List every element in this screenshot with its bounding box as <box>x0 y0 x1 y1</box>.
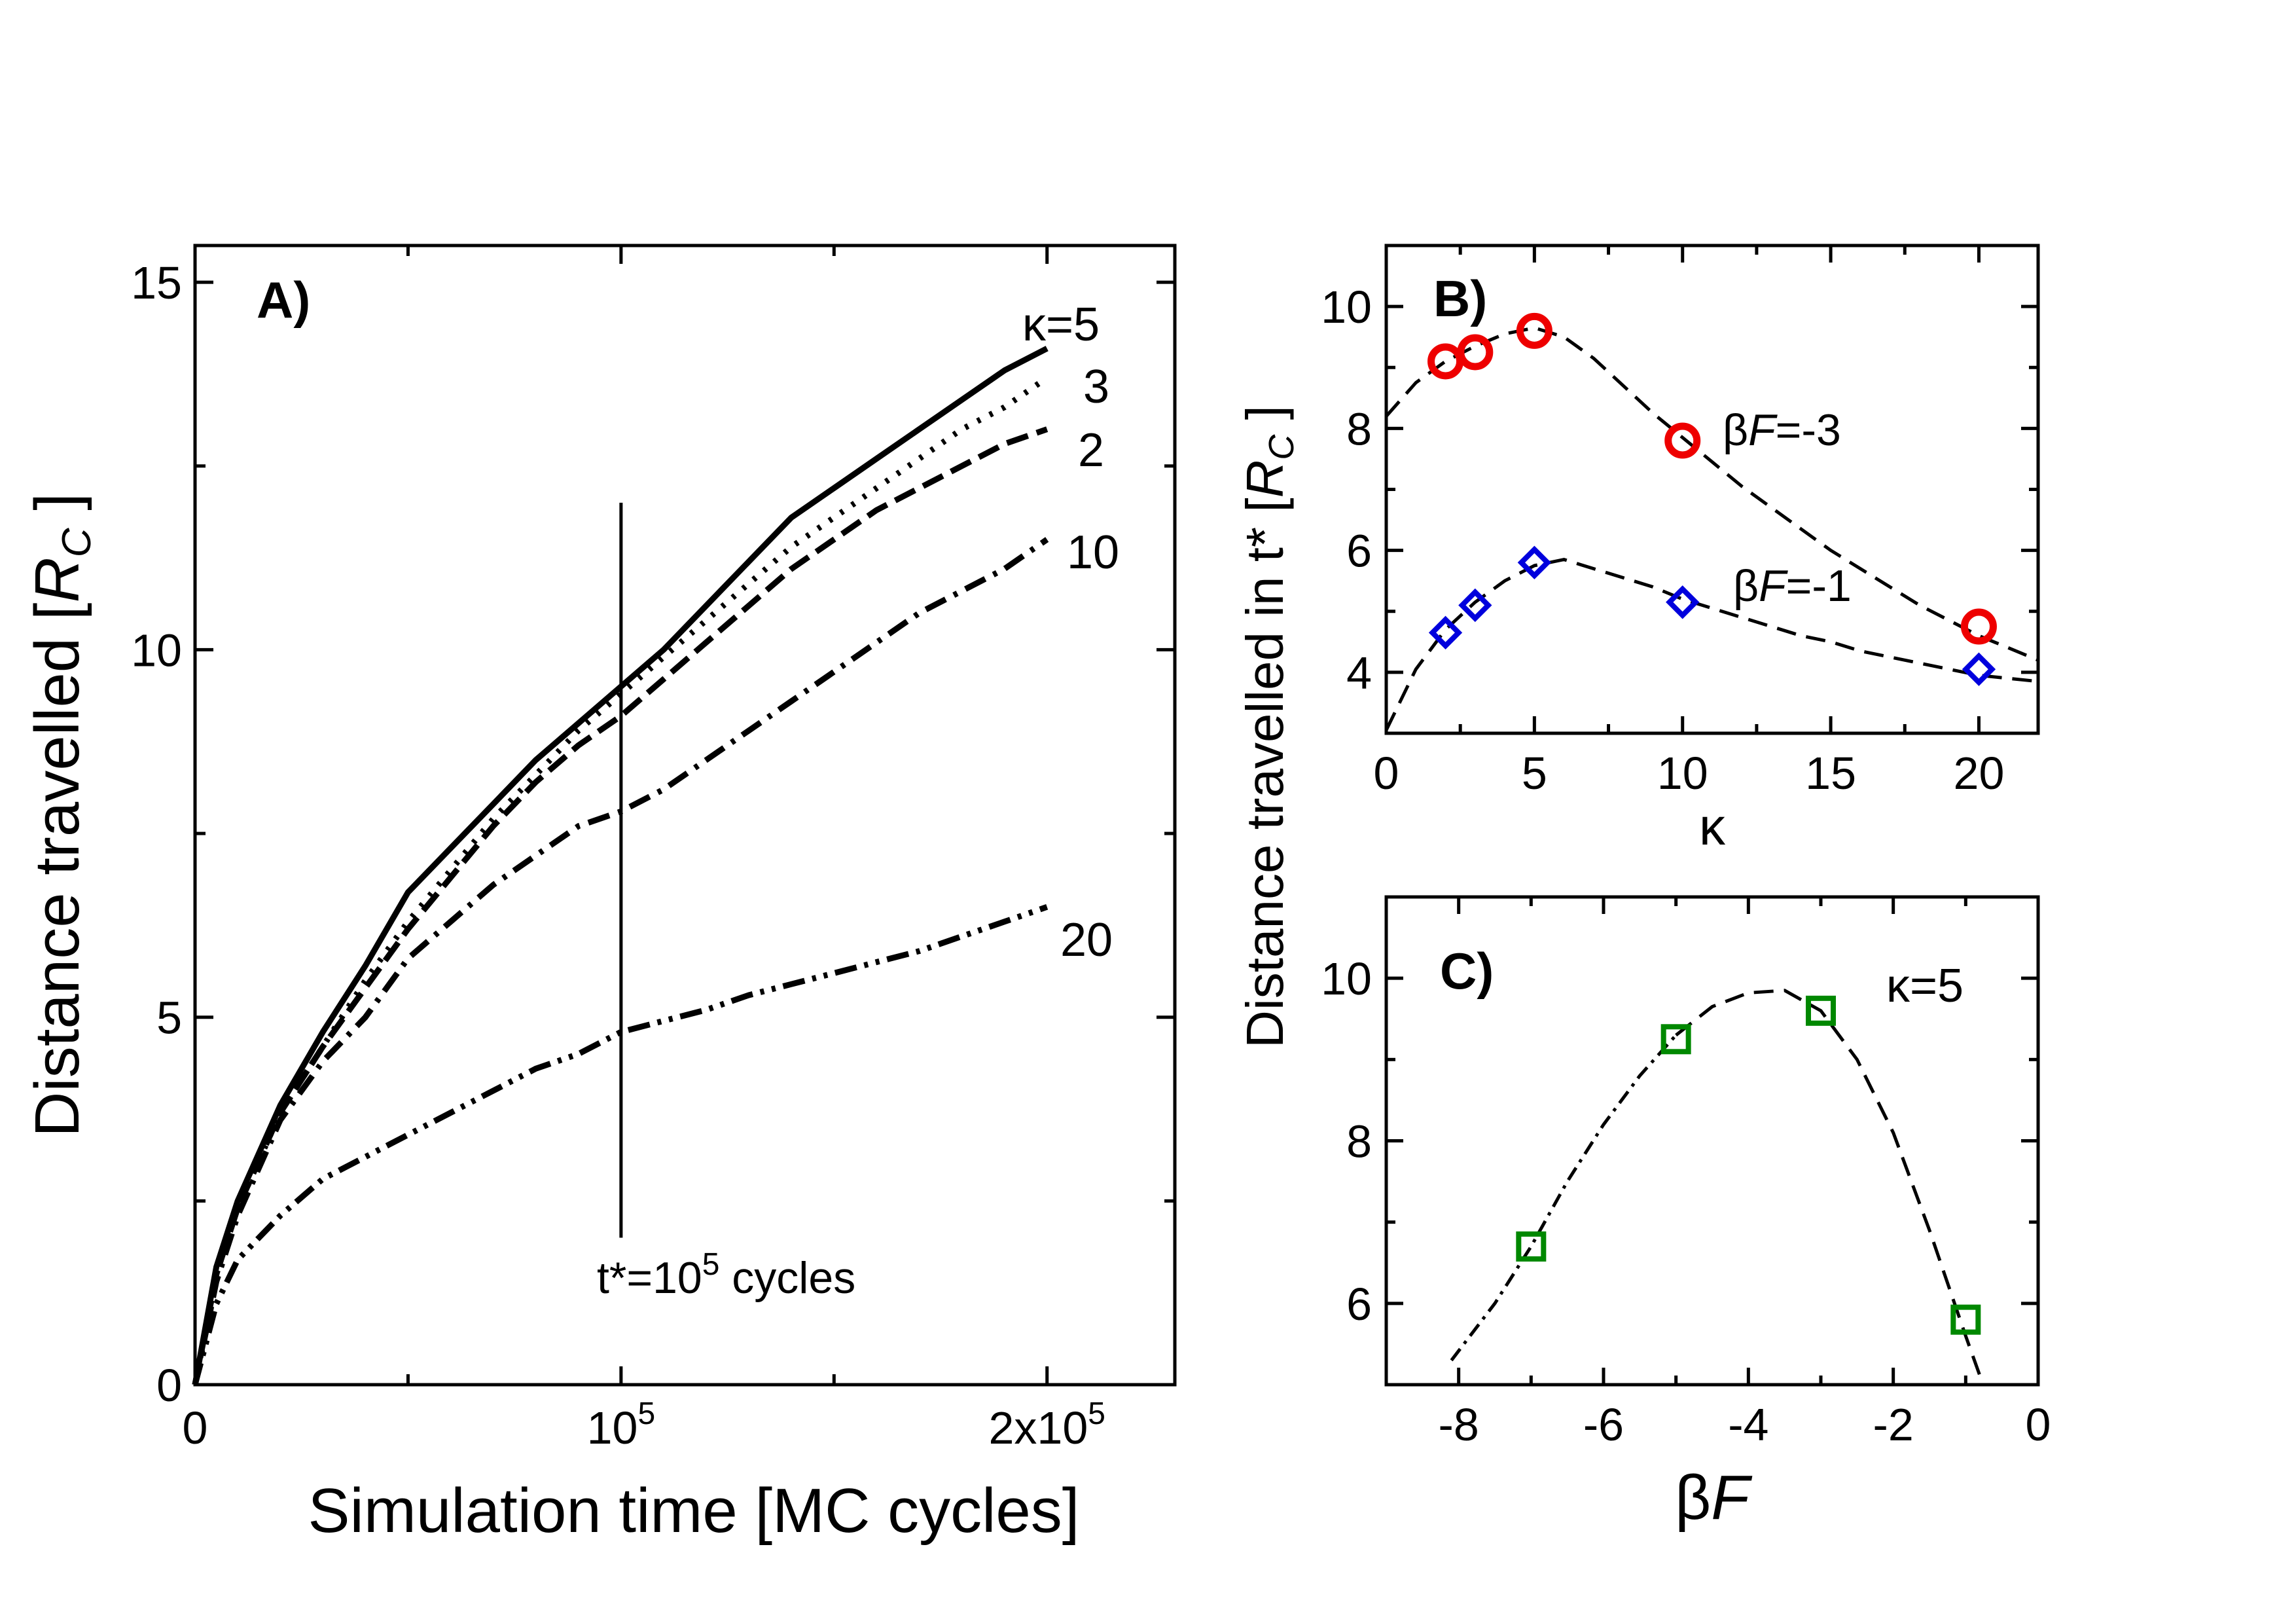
panel-c-x-tick-label: -8 <box>1439 1399 1479 1450</box>
curve-label-kappa-5: κ=5 <box>1022 299 1100 351</box>
data-point-circle <box>1960 608 1997 645</box>
data-point-circle <box>1664 422 1701 459</box>
panel-c-x-tick-label: -4 <box>1728 1399 1768 1450</box>
panel-a-y-axis-title: Distance travelled [RC ] <box>22 493 99 1137</box>
panel-c-x-tick-label: -6 <box>1583 1399 1624 1450</box>
curve-label-10: 10 <box>1067 526 1119 579</box>
series-line-0 <box>192 346 1049 1385</box>
data-point-diamond <box>1962 652 1996 686</box>
panel-c-label: C) <box>1440 942 1494 1000</box>
data-point-circle <box>1516 312 1552 349</box>
data-point-diamond <box>1458 588 1492 623</box>
fit-curve-right <box>1675 989 1982 1377</box>
data-point-circle <box>1457 334 1494 371</box>
curve-label-20: 20 <box>1060 914 1113 966</box>
panel-c-y-tick-label: 8 <box>1346 1116 1372 1167</box>
panel-c-annotation: κ=5 <box>1886 960 1964 1012</box>
panel-c-x-tick-label: 0 <box>2026 1399 2051 1450</box>
panel-c-curves <box>1450 989 1982 1377</box>
panel-b-x-tick-label: 5 <box>1522 748 1547 799</box>
panel-a-y-tick-label: 10 <box>131 625 182 676</box>
fit-curve-1 <box>1386 558 2038 731</box>
panel-a-x-tick-label: 105 <box>587 1396 656 1453</box>
panel-bc-y-axis-title: Distance travelled in t* [RC ] <box>1236 405 1301 1048</box>
data-point-diamond <box>1517 545 1552 579</box>
panel-a-y-tick-label: 0 <box>156 1360 182 1411</box>
panel-a-y-tick-label: 5 <box>156 993 182 1044</box>
fit-curve-0 <box>1386 326 2038 662</box>
panel-b: 0 5 10 15 20 4 6 8 10 B) βF=-3 βF=-1 κ <box>1321 244 2040 856</box>
fit-curve-left <box>1450 1034 1677 1362</box>
curve-label-2: 2 <box>1078 424 1104 477</box>
panel-c-y-tick-label: 6 <box>1346 1279 1372 1330</box>
panel-b-frame <box>1384 244 2040 735</box>
data-point-diamond <box>1428 615 1463 650</box>
panel-b-x-tick-label: 0 <box>1374 748 1399 799</box>
panel-b-y-tick-label: 6 <box>1346 526 1372 577</box>
data-point-square <box>1660 1024 1691 1055</box>
panel-b-label: B) <box>1433 270 1487 327</box>
series-line-4 <box>192 904 1049 1386</box>
data-point-square <box>1806 995 1836 1026</box>
panel-b-y-tick-label: 8 <box>1346 403 1372 454</box>
panel-c-frame <box>1384 895 2040 1387</box>
panel-c-y-tick-label: 10 <box>1321 953 1372 1004</box>
panel-a-x-tick-label: 0 <box>183 1402 208 1453</box>
panel-b-y-tick-label: 10 <box>1321 282 1372 333</box>
panel-c: -8 -6 -4 -2 0 6 8 10 C) κ=5 βF <box>1321 895 2051 1533</box>
data-point-square <box>1950 1304 1981 1335</box>
series-line-3 <box>192 537 1049 1385</box>
panel-a-label: A) <box>257 271 310 329</box>
panel-b-y-tick-label: 4 <box>1346 647 1372 699</box>
panel-a-x-tick-label: 2x105 <box>988 1396 1105 1453</box>
panel-b-x-tick-label: 10 <box>1657 748 1708 799</box>
panel-a-ticks: 0 105 2x105 0 5 10 15 <box>131 246 1175 1453</box>
data-point-diamond <box>1666 585 1700 619</box>
panel-a-frame <box>193 244 1177 1387</box>
series-line-1 <box>192 375 1049 1385</box>
panel-a: 0 105 2x105 0 5 10 15 A) t*=105 cycles κ=5 3 2… <box>22 244 1177 1546</box>
panel-b-x-tick-label: 20 <box>1954 748 2005 799</box>
t-star-label: t*=105 cycles <box>597 1247 855 1303</box>
panel-b-curves <box>1386 312 2038 731</box>
panel-b-x-tick-label: 15 <box>1805 748 1856 799</box>
data-point-square <box>1516 1231 1547 1262</box>
panel-c-x-axis-title: βF <box>1675 1463 1753 1533</box>
curve-label-3: 3 <box>1083 361 1109 413</box>
panel-a-curves <box>192 346 1049 1386</box>
series-label-bf-1: βF=-1 <box>1733 561 1852 611</box>
panel-c-x-tick-label: -2 <box>1873 1399 1914 1450</box>
panel-b-x-axis-title: κ <box>1699 797 1726 856</box>
series-label-bf-3: βF=-3 <box>1723 405 1841 455</box>
series-line-2 <box>192 426 1049 1385</box>
panel-a-y-tick-label: 15 <box>131 257 182 308</box>
panel-a-x-axis-title: Simulation time [MC cycles] <box>308 1476 1080 1546</box>
